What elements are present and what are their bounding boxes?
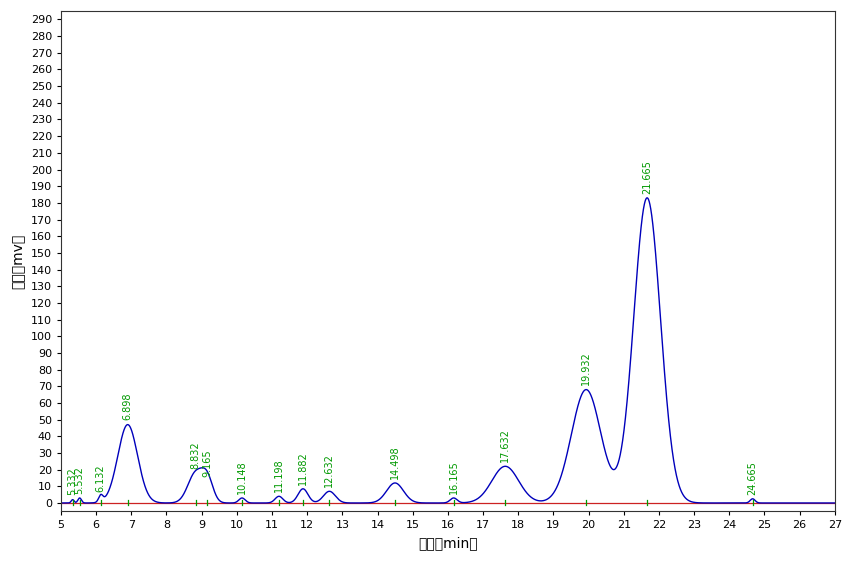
Text: 10.148: 10.148 bbox=[237, 460, 247, 494]
Text: 21.665: 21.665 bbox=[642, 160, 651, 194]
Text: 8.832: 8.832 bbox=[191, 441, 200, 469]
Text: 5.332: 5.332 bbox=[67, 468, 78, 495]
Text: 11.198: 11.198 bbox=[273, 458, 284, 492]
Text: 5.532: 5.532 bbox=[75, 466, 84, 494]
Text: 12.632: 12.632 bbox=[324, 453, 334, 487]
X-axis label: 时间（min）: 时间（min） bbox=[417, 536, 477, 550]
Text: 14.498: 14.498 bbox=[389, 445, 400, 479]
Text: 6.898: 6.898 bbox=[123, 393, 133, 420]
Text: 9.165: 9.165 bbox=[202, 449, 212, 477]
Y-axis label: 电压（mv）: 电压（mv） bbox=[11, 233, 25, 289]
Text: 11.882: 11.882 bbox=[297, 451, 308, 485]
Text: 19.932: 19.932 bbox=[580, 352, 590, 385]
Text: 17.632: 17.632 bbox=[499, 428, 509, 462]
Text: 6.132: 6.132 bbox=[95, 465, 106, 492]
Text: 24.665: 24.665 bbox=[746, 461, 757, 495]
Text: 16.165: 16.165 bbox=[448, 460, 458, 494]
